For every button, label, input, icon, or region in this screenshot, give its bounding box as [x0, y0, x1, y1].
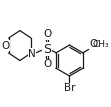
- Text: S: S: [43, 43, 51, 56]
- Text: N: N: [28, 49, 36, 59]
- Text: O: O: [43, 59, 51, 69]
- Text: O: O: [89, 39, 97, 49]
- Text: O: O: [43, 29, 51, 39]
- Text: Br: Br: [64, 83, 75, 93]
- Text: CH₃: CH₃: [93, 40, 109, 49]
- Text: O: O: [2, 41, 10, 51]
